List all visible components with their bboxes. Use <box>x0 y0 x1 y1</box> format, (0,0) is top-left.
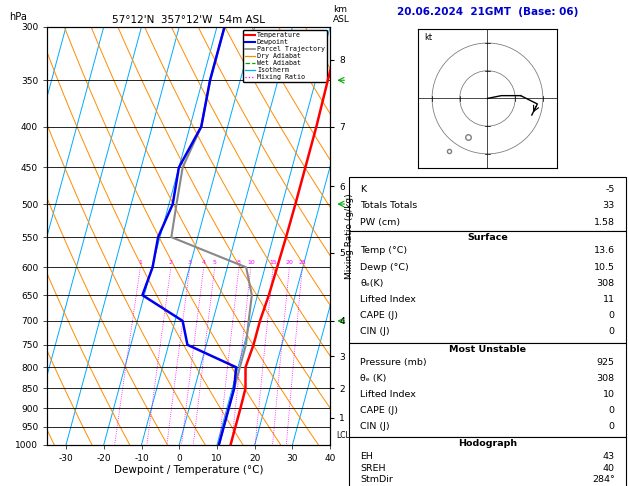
Text: 13.6: 13.6 <box>594 246 615 256</box>
X-axis label: Dewpoint / Temperature (°C): Dewpoint / Temperature (°C) <box>114 466 264 475</box>
Text: 40: 40 <box>603 464 615 472</box>
Text: LCL: LCL <box>336 432 350 440</box>
Text: θₑ(K): θₑ(K) <box>360 279 384 288</box>
Text: 2: 2 <box>169 260 173 265</box>
Text: 20: 20 <box>286 260 293 265</box>
Legend: Temperature, Dewpoint, Parcel Trajectory, Dry Adiabat, Wet Adiabat, Isotherm, Mi: Temperature, Dewpoint, Parcel Trajectory… <box>243 30 327 82</box>
Bar <box>349 343 626 437</box>
Text: Dewp (°C): Dewp (°C) <box>360 262 409 272</box>
Text: K: K <box>360 185 366 194</box>
Text: 5: 5 <box>213 260 216 265</box>
Text: kt: kt <box>424 33 432 42</box>
Text: Lifted Index: Lifted Index <box>360 390 416 399</box>
Text: 4: 4 <box>202 260 206 265</box>
Text: 284°: 284° <box>592 475 615 484</box>
Text: 25: 25 <box>298 260 306 265</box>
Text: 8: 8 <box>237 260 241 265</box>
Text: 308: 308 <box>597 374 615 383</box>
Text: 308: 308 <box>597 279 615 288</box>
Text: 0: 0 <box>609 422 615 432</box>
Text: EH: EH <box>360 452 373 461</box>
Text: 10: 10 <box>603 390 615 399</box>
Text: 0: 0 <box>609 311 615 320</box>
Text: Surface: Surface <box>467 233 508 242</box>
Text: 0: 0 <box>609 328 615 336</box>
Text: 11: 11 <box>603 295 615 304</box>
Text: -5: -5 <box>605 185 615 194</box>
Text: 43: 43 <box>603 452 615 461</box>
Text: Pressure (mb): Pressure (mb) <box>360 358 427 367</box>
Text: km
ASL: km ASL <box>333 5 350 24</box>
Text: PW (cm): PW (cm) <box>360 218 400 226</box>
Text: Hodograph: Hodograph <box>458 439 517 449</box>
Bar <box>349 437 626 486</box>
Text: CAPE (J): CAPE (J) <box>360 311 398 320</box>
Bar <box>349 177 626 231</box>
Text: 10.5: 10.5 <box>594 262 615 272</box>
Text: Mixing Ratio (g/kg): Mixing Ratio (g/kg) <box>345 193 353 278</box>
Text: SREH: SREH <box>360 464 386 472</box>
Text: Lifted Index: Lifted Index <box>360 295 416 304</box>
Text: 10: 10 <box>247 260 255 265</box>
Text: CIN (J): CIN (J) <box>360 422 390 432</box>
Text: StmDir: StmDir <box>360 475 393 484</box>
Text: 15: 15 <box>269 260 277 265</box>
Text: hPa: hPa <box>9 12 27 22</box>
Text: Temp (°C): Temp (°C) <box>360 246 408 256</box>
Text: Totals Totals: Totals Totals <box>360 201 418 210</box>
Text: Most Unstable: Most Unstable <box>449 345 526 354</box>
Text: 0: 0 <box>609 406 615 416</box>
Text: 1.58: 1.58 <box>594 218 615 226</box>
Text: CIN (J): CIN (J) <box>360 328 390 336</box>
Text: 925: 925 <box>597 358 615 367</box>
Text: CAPE (J): CAPE (J) <box>360 406 398 416</box>
Title: 57°12'N  357°12'W  54m ASL: 57°12'N 357°12'W 54m ASL <box>112 15 265 25</box>
Text: 1: 1 <box>138 260 142 265</box>
Text: 20.06.2024  21GMT  (Base: 06): 20.06.2024 21GMT (Base: 06) <box>397 7 578 17</box>
Text: 33: 33 <box>603 201 615 210</box>
Text: θₑ (K): θₑ (K) <box>360 374 387 383</box>
Text: 3: 3 <box>188 260 192 265</box>
Bar <box>349 231 626 343</box>
